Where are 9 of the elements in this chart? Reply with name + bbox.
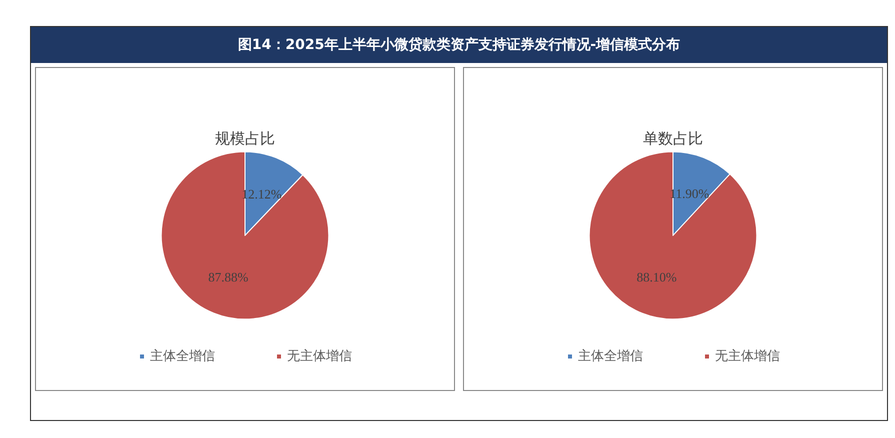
legend-label: 无主体增信 [287, 348, 352, 364]
legend-label: 主体全增信 [578, 348, 643, 364]
data-label: 87.88% [208, 270, 249, 285]
legend-label: 主体全增信 [150, 348, 215, 364]
caption: 图14：2025年上半年小微贷款类资产支持证券发行情况-增信模式分布 [31, 27, 887, 63]
legend-label: 无主体增信 [715, 348, 780, 364]
chart-title: 单数占比 [643, 130, 703, 148]
data-label: 88.10% [636, 270, 677, 285]
chart-title: 规模占比 [215, 130, 275, 148]
